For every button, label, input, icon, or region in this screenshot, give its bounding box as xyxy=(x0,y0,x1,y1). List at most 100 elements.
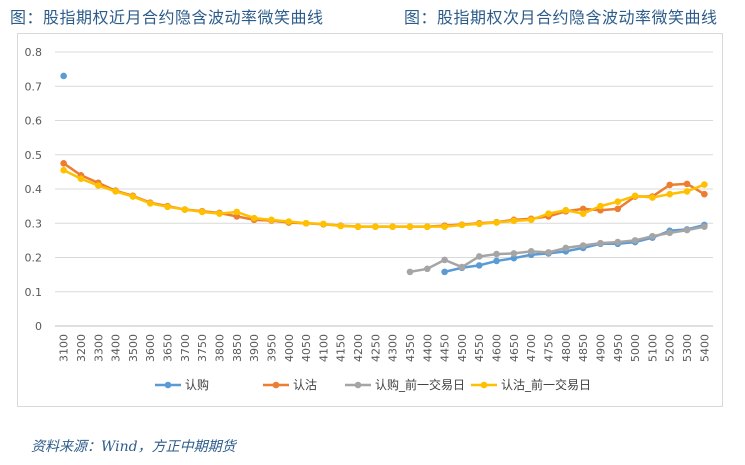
legend-swatch-marker xyxy=(480,381,488,389)
data-point xyxy=(527,248,535,255)
data-point xyxy=(631,237,639,244)
data-point xyxy=(354,223,362,230)
series-4 xyxy=(60,166,708,230)
x-tick-label: 5000 xyxy=(629,334,642,362)
data-point xyxy=(701,223,708,230)
legend-label: 认购_前一交易日 xyxy=(375,377,465,392)
legend-label: 认沽 xyxy=(293,378,317,392)
x-tick-label: 4100 xyxy=(317,334,330,362)
data-point xyxy=(285,218,293,225)
y-tick-label: 0 xyxy=(35,320,42,333)
data-point xyxy=(614,198,622,205)
x-tick-label: 5400 xyxy=(698,334,711,362)
data-point xyxy=(423,265,431,273)
x-tick-label: 3850 xyxy=(231,334,244,362)
x-tick-label: 3500 xyxy=(127,334,140,362)
data-point xyxy=(614,238,622,246)
data-point xyxy=(683,180,691,188)
x-tick-label: 5100 xyxy=(646,334,659,362)
data-point xyxy=(372,223,379,230)
x-tick-label: 4400 xyxy=(421,334,434,362)
x-axis-ticks: 3100 3200 3300 3400 3500 3600 3650 3700 3750 3800… xyxy=(58,334,712,362)
legend-label: 认沽_前一交易日 xyxy=(501,377,591,392)
series-lines xyxy=(60,72,708,276)
data-point xyxy=(510,217,518,225)
data-point xyxy=(683,188,691,195)
data-point xyxy=(701,181,708,188)
series-line xyxy=(444,223,705,274)
gridlines xyxy=(55,51,713,327)
data-point xyxy=(146,200,154,207)
x-tick-label: 3200 xyxy=(75,334,88,362)
data-point xyxy=(475,220,483,228)
data-point xyxy=(337,222,345,230)
data-point xyxy=(527,216,535,224)
data-point xyxy=(60,160,67,167)
x-tick-label: 3900 xyxy=(248,334,261,362)
x-tick-label: 4000 xyxy=(283,334,296,362)
data-point xyxy=(597,202,604,210)
data-point xyxy=(475,262,483,269)
source-note: 资料来源：Wind，方正中期期货 xyxy=(31,439,236,455)
line-chart: 0 0.1 0.2 0.3 0.4 0.5 0.6 0.7 0.8 3100 3200 3300 34… xyxy=(25,46,713,392)
y-tick-label: 0.6 xyxy=(25,115,43,128)
data-point xyxy=(441,223,448,230)
y-tick-label: 0.4 xyxy=(25,183,43,196)
x-tick-label: 4950 xyxy=(612,334,625,362)
data-point xyxy=(666,229,674,237)
data-point xyxy=(510,254,518,262)
x-tick-label: 4900 xyxy=(594,334,607,362)
x-tick-label: 4300 xyxy=(387,334,400,362)
data-point xyxy=(649,194,656,201)
x-tick-label: 4150 xyxy=(335,334,348,362)
x-tick-label: 4200 xyxy=(352,334,365,362)
data-point xyxy=(112,188,119,195)
x-tick-label: 4350 xyxy=(404,334,417,362)
x-tick-label: 3400 xyxy=(110,334,123,362)
data-point xyxy=(562,244,570,252)
x-tick-label: 3750 xyxy=(196,334,209,362)
legend-swatch-marker xyxy=(164,381,172,389)
data-point xyxy=(181,206,189,213)
data-point xyxy=(631,192,639,200)
x-tick-label: 3100 xyxy=(58,334,71,362)
x-tick-label: 3950 xyxy=(265,334,278,362)
y-tick-label: 0.7 xyxy=(25,80,43,93)
data-point xyxy=(406,268,414,276)
x-tick-label: 5300 xyxy=(681,334,694,362)
data-point xyxy=(250,214,258,222)
x-tick-label: 4450 xyxy=(439,334,452,362)
data-point xyxy=(406,223,414,230)
series-line xyxy=(63,169,705,228)
x-tick-label: 4550 xyxy=(473,334,486,362)
data-point xyxy=(458,263,466,271)
x-tick-label: 4700 xyxy=(525,334,538,362)
series-3 xyxy=(406,223,708,276)
y-axis-ticks: 0 0.1 0.2 0.3 0.4 0.5 0.6 0.7 0.8 xyxy=(25,46,43,333)
legend-swatch-marker xyxy=(354,381,362,389)
series-1 xyxy=(60,72,708,276)
y-tick-label: 0.8 xyxy=(25,46,43,59)
data-point xyxy=(320,220,327,228)
x-tick-label: 3700 xyxy=(179,334,192,362)
data-point xyxy=(597,239,604,247)
data-point xyxy=(579,242,587,249)
data-point xyxy=(701,190,708,198)
x-tick-label: 4800 xyxy=(560,334,573,362)
data-point xyxy=(493,250,500,258)
y-tick-label: 0.1 xyxy=(25,286,43,299)
x-tick-label: 4600 xyxy=(491,334,504,362)
x-tick-label: 4750 xyxy=(543,334,556,362)
data-point xyxy=(666,181,674,189)
data-point xyxy=(77,175,85,183)
data-point xyxy=(164,203,171,211)
data-point xyxy=(614,205,622,213)
x-tick-label: 3650 xyxy=(162,334,175,362)
y-tick-label: 0.5 xyxy=(25,149,43,162)
data-point xyxy=(60,166,67,174)
data-point xyxy=(216,210,223,217)
data-point xyxy=(389,223,396,230)
data-point xyxy=(649,232,656,240)
data-point xyxy=(510,250,518,257)
data-point xyxy=(302,219,310,227)
